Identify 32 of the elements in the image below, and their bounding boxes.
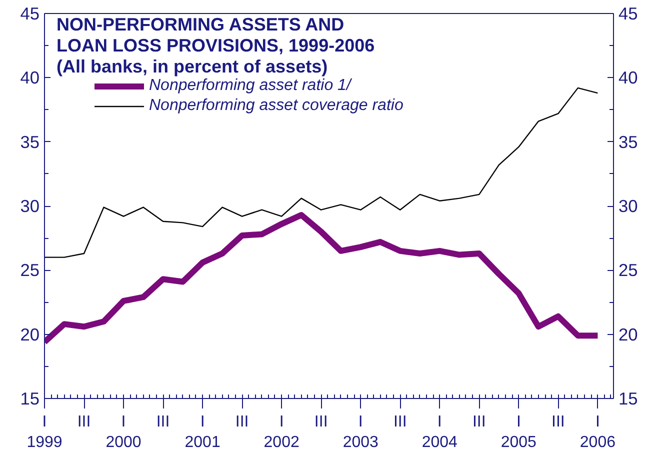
x-tick-label: I 2006	[580, 414, 616, 451]
y2-tick-label: 45	[618, 4, 638, 24]
y-tick-label: 35	[20, 132, 40, 152]
x-tick-label: I 2001	[184, 414, 220, 451]
legend-label: Nonperforming asset coverage ratio	[149, 97, 404, 115]
x-tick-label: III	[472, 414, 486, 430]
y-tick-label: 25	[20, 260, 40, 280]
x-tick-label: I 2005	[500, 414, 537, 451]
y-tick-label: 15	[20, 388, 40, 408]
y2-tick-label: 30	[618, 196, 638, 216]
x-tick-label: I 2000	[106, 414, 142, 451]
y-tick-label: 20	[20, 324, 40, 344]
x-tick-label: III	[156, 414, 170, 430]
x-tick-label: III	[235, 414, 249, 430]
legend-label: Nonperforming asset ratio 1/	[149, 77, 351, 95]
x-tick-label: III	[77, 414, 91, 430]
x-tick-label: I 1999	[26, 414, 62, 451]
text: NON-PERFORMING ASSETS AND LOAN LOSS PROVISIONS, 1999-2006 (All banks, in percent of assets)	[56, 14, 375, 76]
y2-tick-label: 40	[618, 68, 638, 88]
y2-tick-label: 25	[618, 260, 638, 280]
x-tick-label: I 2004	[422, 414, 458, 451]
x-tick-label: I 2002	[264, 414, 300, 451]
y2-tick-label: 20	[618, 324, 638, 344]
y-tick-label: 30	[20, 196, 40, 216]
x-tick-label: III	[314, 414, 328, 430]
x-tick-label: III	[552, 414, 565, 430]
y-tick-label: 45	[20, 4, 40, 24]
y2-tick-label: 35	[618, 132, 638, 152]
x-tick-label: III	[393, 414, 407, 430]
y-tick-label: 40	[20, 68, 40, 88]
y2-tick-label: 15	[618, 388, 638, 408]
x-tick-label: I 2003	[342, 414, 379, 451]
